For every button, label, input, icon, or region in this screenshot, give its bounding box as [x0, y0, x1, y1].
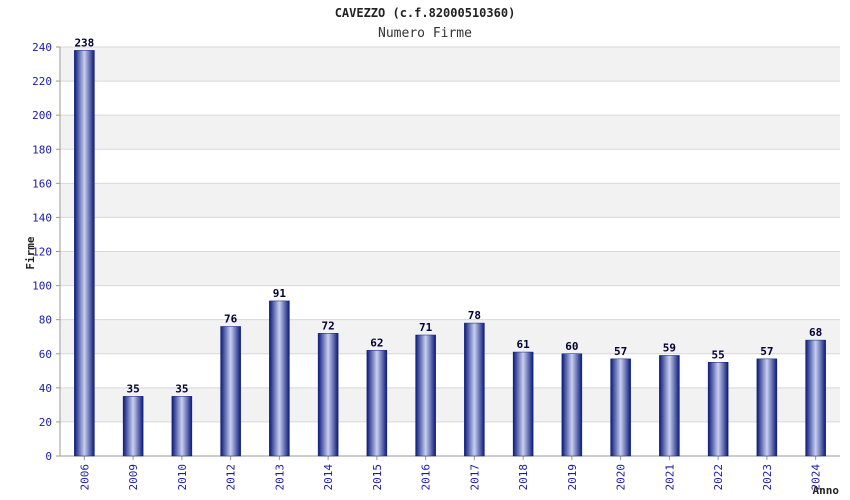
bar-2009 [122, 396, 144, 457]
bar-2017 [464, 322, 485, 457]
value-label: 59 [663, 341, 676, 354]
value-label: 91 [273, 287, 287, 300]
x-tick-label: 2023 [761, 464, 774, 491]
bar-2016 [415, 334, 436, 457]
value-label: 76 [224, 312, 238, 325]
y-tick-label: 140 [32, 211, 52, 224]
x-tick-label: 2019 [566, 464, 579, 491]
value-label: 35 [175, 382, 188, 395]
y-tick-label: 100 [32, 280, 52, 293]
x-tick-label: 2024 [810, 464, 823, 491]
y-axis-label: Firme [24, 236, 37, 269]
x-tick-label: 2014 [322, 464, 335, 491]
x-tick-label: 2018 [517, 464, 530, 491]
x-tick-label: 2012 [225, 464, 238, 491]
value-label: 72 [322, 319, 335, 332]
y-tick-label: 20 [39, 416, 52, 429]
bar-2006 [74, 50, 95, 457]
value-label: 60 [565, 340, 578, 353]
bar-2018 [512, 351, 534, 457]
chart-title: CAVEZZO (c.f.82000510360) [334, 6, 516, 20]
y-tick-label: 160 [32, 177, 52, 190]
x-axis-label: Anno [813, 484, 840, 497]
bar-2013 [269, 300, 290, 457]
x-tick-label: 2006 [78, 464, 91, 491]
grid-band [60, 183, 840, 218]
x-tick-label: 2010 [176, 464, 189, 491]
y-tick-label: 0 [45, 450, 52, 463]
bar-2023 [756, 358, 778, 457]
bar-2010 [171, 396, 193, 457]
value-label: 78 [468, 309, 481, 322]
value-label: 55 [712, 348, 725, 361]
x-tick-label: 2017 [468, 464, 481, 491]
y-tick-label: 80 [39, 314, 52, 327]
x-tick-label: 2016 [420, 464, 433, 491]
bar-2014 [317, 333, 339, 457]
x-tick-label: 2021 [663, 464, 676, 491]
grid-band [60, 47, 840, 82]
value-label: 238 [74, 36, 94, 49]
chart-subtitle: Numero Firme [378, 26, 472, 41]
value-label: 57 [614, 345, 627, 358]
y-tick-label: 40 [39, 382, 52, 395]
x-tick-label: 2015 [371, 464, 384, 491]
y-tick-label: 180 [32, 143, 52, 156]
value-label: 57 [760, 345, 773, 358]
grid-band [60, 319, 840, 354]
value-label: 68 [809, 326, 822, 339]
x-tick-label: 2009 [127, 464, 140, 491]
x-tick-label: 2022 [712, 464, 725, 491]
bar-2021 [659, 355, 680, 457]
bar-2022 [707, 362, 729, 457]
bar-2012 [220, 326, 241, 457]
grid-band [60, 115, 840, 150]
bar-2015 [366, 350, 388, 457]
y-tick-label: 220 [32, 75, 52, 88]
y-tick-label: 200 [32, 109, 52, 122]
value-label: 35 [127, 382, 140, 395]
bar-2024 [805, 339, 826, 457]
y-tick-label: 240 [32, 41, 52, 54]
x-tick-label: 2020 [615, 464, 628, 491]
value-label: 71 [419, 321, 433, 334]
value-label: 61 [517, 338, 531, 351]
bar-2020 [610, 358, 631, 457]
value-label: 62 [370, 336, 383, 349]
bar-2019 [561, 353, 583, 457]
grid-band [60, 251, 840, 286]
x-tick-label: 2013 [273, 464, 286, 491]
y-tick-label: 60 [39, 348, 52, 361]
y-tick-label: 120 [32, 246, 52, 259]
